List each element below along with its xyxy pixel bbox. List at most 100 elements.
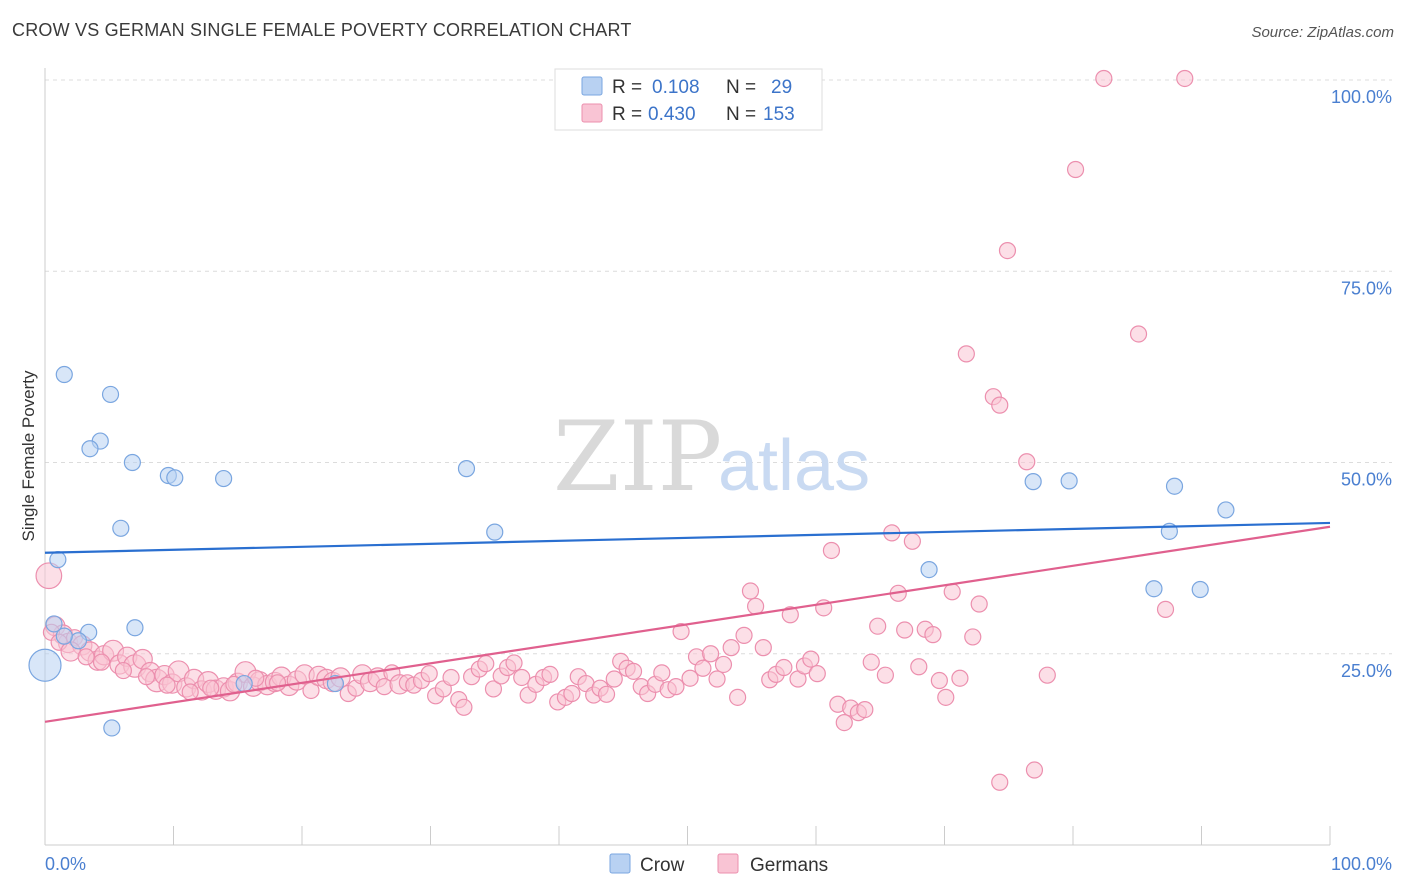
crow-point [235,674,253,693]
germans-point [1066,160,1085,179]
legend-n-label: N = [726,104,756,125]
bottom-legend-germans: Germans [750,855,828,876]
germans-point [1129,325,1148,343]
crow-point [1191,580,1209,599]
germans-point [903,532,921,550]
axes [44,68,1331,846]
germans-point [937,688,955,706]
germans-point [694,659,712,677]
germans-point [835,713,853,732]
germans-point [1038,666,1056,684]
crow-point [123,453,141,472]
x-tick-labels: 0.0% 100.0% [45,854,1392,874]
crow-trend-line [44,521,1331,554]
germans-point [741,582,760,600]
germans-point [722,639,740,657]
legend-r-label: R = [612,104,642,125]
germans-point [957,345,975,363]
legend-n-label: N = [726,77,756,98]
germans-point [970,595,988,613]
series-legend: Crow Germans [609,853,828,876]
germans-point [484,680,503,698]
legend-r-value: 0.108 [652,77,700,98]
crow-point [1217,501,1235,519]
germans-point [998,241,1017,260]
crow-point [1165,477,1184,495]
x-tick-label: 100.0% [1331,854,1392,874]
germans-point [624,662,643,680]
germans-point [924,626,942,644]
crow-point [1145,580,1163,598]
germans-point [781,606,799,624]
germans-point [775,658,793,677]
crow-point [166,469,184,487]
crow-point [126,619,144,637]
germans-point [729,688,747,706]
germans-point [442,668,460,687]
legend-swatch-germans [581,103,603,123]
germans-point [605,670,623,688]
germans-point [802,650,820,668]
y-tick-label: 75.0% [1341,278,1392,298]
germans-point [137,668,156,686]
crow-point [55,627,73,645]
crow-point [49,551,67,569]
source-label: Source: ZipAtlas.com [1251,24,1394,41]
watermark-atlas: atlas [718,426,870,506]
watermark-zip: ZIP [553,401,722,513]
germans-point [1025,761,1044,779]
crow-point [103,719,121,737]
crow-point [101,385,120,404]
germans-point [92,653,111,671]
crow-point [486,523,504,541]
germans-point [991,396,1009,414]
y-tick-label: 100.0% [1331,87,1392,107]
germans-point [672,622,690,641]
crow-point [28,648,62,682]
germans-point [420,665,438,683]
germans-point [964,628,982,646]
germans-point [951,669,969,687]
germans-point [513,668,531,687]
germans-point [714,655,733,674]
crow-point [1024,473,1042,491]
germans-point [681,669,699,687]
germans-point [1018,453,1036,471]
crow-point [45,615,63,633]
crow-point [457,460,476,478]
germans-point [114,661,132,680]
germans-point [930,671,948,690]
germans-point [896,621,914,639]
germans-trend-line [44,525,1331,723]
legend-swatch-crow [581,76,603,96]
germans-point [667,678,685,696]
germans-point [35,562,63,590]
trend-lines [44,521,1331,723]
germans-point [505,654,523,672]
germans-point [869,617,887,635]
legend-r-label: R = [612,77,642,98]
germans-point [808,665,826,683]
chart-title: CROW VS GERMAN SINGLE FEMALE POVERTY COR… [12,20,632,40]
x-tick-label: 0.0% [45,854,86,874]
germans-point [876,666,894,684]
germans-point [653,664,671,682]
germans-point [862,653,880,671]
crow-point [920,560,938,579]
germans-point [910,658,928,676]
y-tick-label: 25.0% [1341,661,1392,681]
crow-point [55,365,73,384]
bottom-swatch-crow [609,853,631,874]
germans-point [202,679,220,697]
germans-point [597,685,616,703]
germans-point [158,676,176,694]
y-tick-label: 50.0% [1341,470,1392,490]
germans-point [943,583,961,601]
legend-n-value: 29 [771,77,792,98]
germans-point [455,698,473,716]
grid-lines [45,79,1392,655]
germans-point [181,683,199,701]
germans-point [541,665,559,684]
germans-point [1095,69,1113,88]
